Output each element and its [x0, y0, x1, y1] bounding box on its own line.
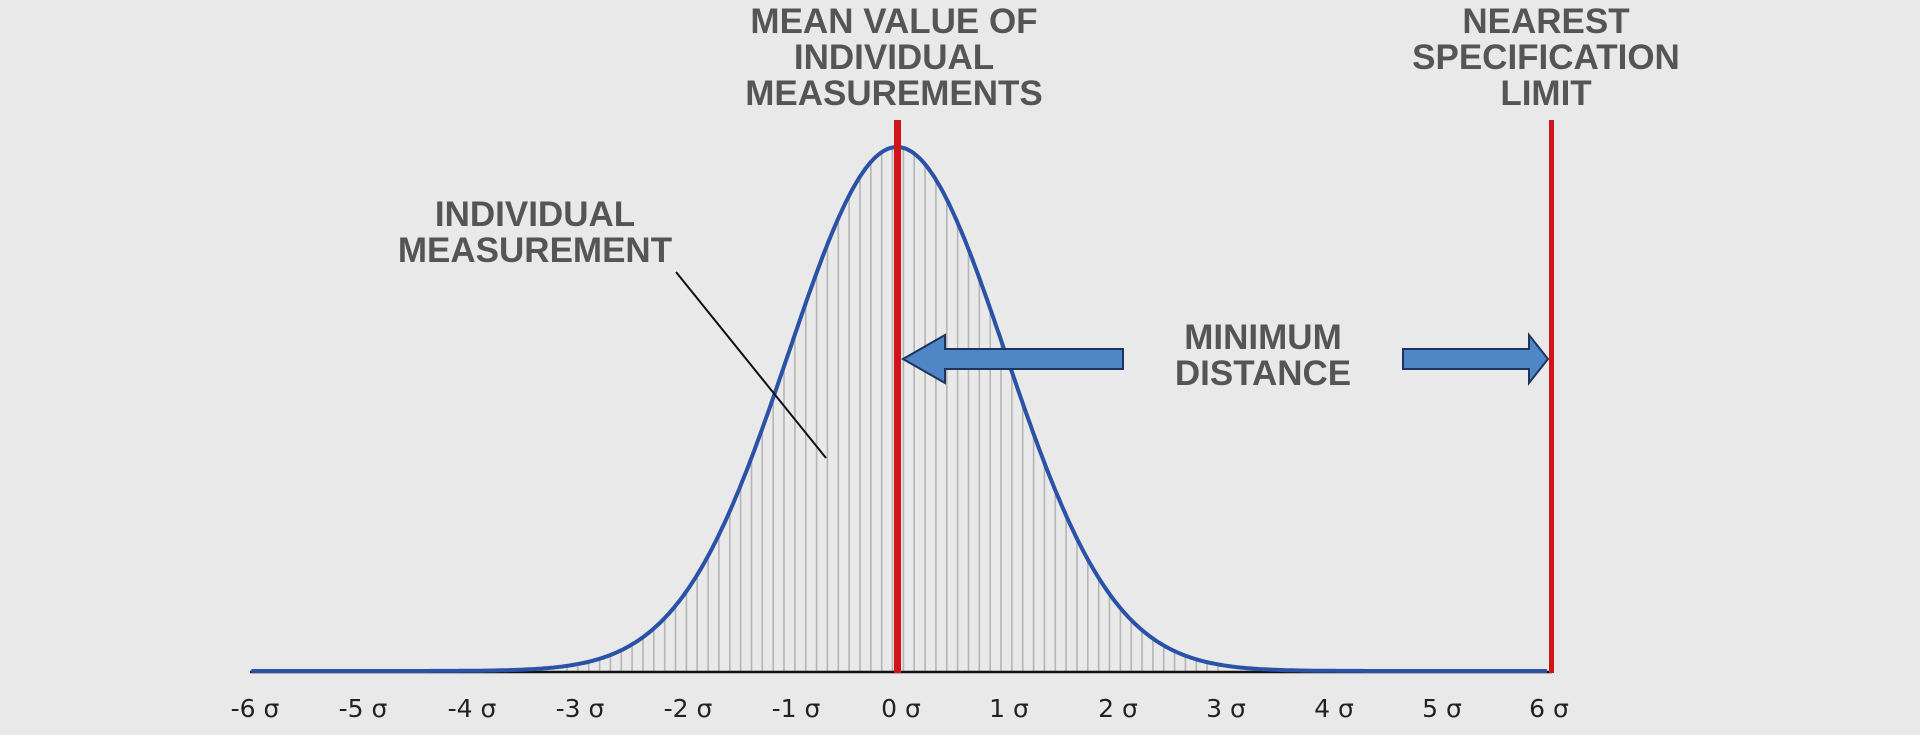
x-tick: -5 σ	[338, 694, 388, 723]
x-tick: -6 σ	[230, 694, 280, 723]
individual-label-line-1: INDIVIDUAL	[434, 195, 636, 234]
individual-label-line-2: MEASUREMENT	[397, 231, 673, 270]
spec-limit-label-line-3: LIMIT	[1500, 74, 1592, 113]
mean-label-line-1: MEAN VALUE OF	[750, 2, 1038, 41]
x-tick: -2 σ	[663, 694, 713, 723]
arrow-left-icon	[900, 333, 1124, 385]
arrow-right-icon	[1402, 332, 1550, 386]
spec-limit-label-line-2: SPECIFICATION	[1412, 38, 1680, 77]
spec-limit-label-line-1: NEAREST	[1462, 2, 1630, 41]
mean-label-line-3: MEASUREMENTS	[745, 74, 1043, 113]
mean-line	[894, 120, 901, 673]
spec-limit-line	[1549, 120, 1554, 673]
x-tick: -3 σ	[555, 694, 605, 723]
mean-label-line-2: INDIVIDUAL	[793, 38, 995, 77]
individual-measurement-leader-line	[675, 271, 827, 459]
minimum-distance-label: MINIMUM DISTANCE	[1113, 320, 1413, 392]
min-distance-line-2: DISTANCE	[1174, 354, 1352, 393]
min-distance-line-1: MINIMUM	[1184, 318, 1342, 357]
x-tick: 6 σ	[1529, 694, 1569, 723]
mean-label: MEAN VALUE OF INDIVIDUAL MEASUREMENTS	[694, 4, 1094, 112]
x-tick: 1 σ	[989, 694, 1029, 723]
x-tick: 5 σ	[1422, 694, 1462, 723]
x-tick: 4 σ	[1314, 694, 1354, 723]
x-tick: 2 σ	[1098, 694, 1138, 723]
x-tick: 0 σ	[881, 694, 921, 723]
spec-limit-label: NEAREST SPECIFICATION LIMIT	[1346, 4, 1746, 112]
x-tick: -1 σ	[771, 694, 821, 723]
x-tick: 3 σ	[1206, 694, 1246, 723]
individual-measurement-label: INDIVIDUAL MEASUREMENT	[360, 197, 710, 269]
x-tick: -4 σ	[447, 694, 497, 723]
individual-measurement-hatches	[566, 148, 1219, 672]
